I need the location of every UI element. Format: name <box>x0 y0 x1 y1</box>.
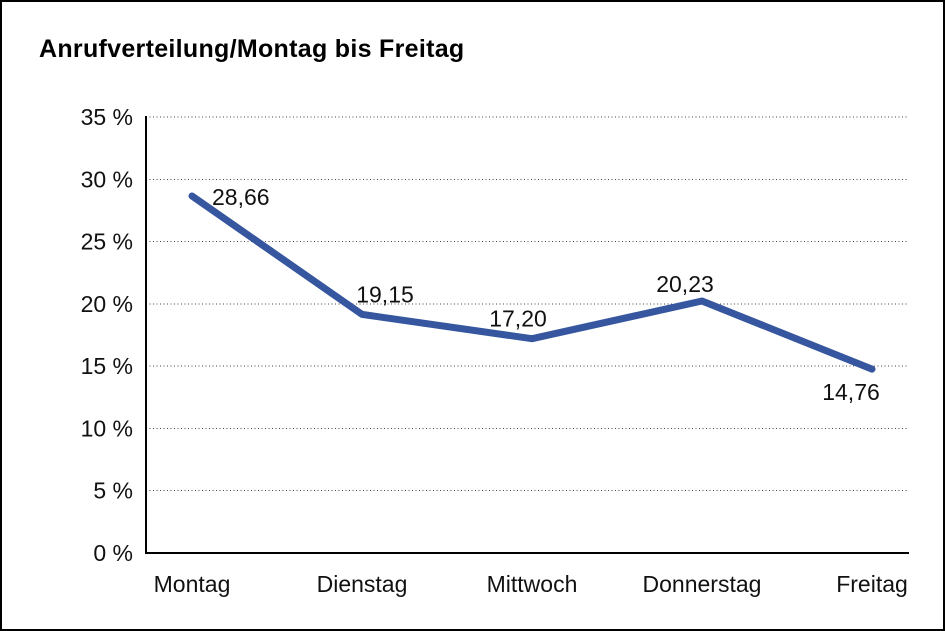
y-tick-label: 15 % <box>81 353 133 379</box>
data-point-label: 28,66 <box>212 184 270 210</box>
y-tick-label: 5 % <box>93 478 133 504</box>
y-tick-label: 30 % <box>81 166 133 192</box>
data-point-label: 17,20 <box>489 306 547 332</box>
data-point-label: 20,23 <box>656 271 714 297</box>
y-tick-label: 10 % <box>81 415 133 441</box>
x-category-label: Mittwoch <box>487 571 578 597</box>
x-category-label: Montag <box>154 571 231 597</box>
data-point-label: 14,76 <box>822 379 880 405</box>
x-category-label: Donnerstag <box>643 571 762 597</box>
data-point-label: 19,15 <box>356 281 414 307</box>
y-tick-label: 20 % <box>81 291 133 317</box>
chart-title: Anrufverteilung/Montag bis Freitag <box>39 35 465 63</box>
data-line <box>188 192 876 373</box>
y-tick-label: 0 % <box>93 540 133 566</box>
y-tick-label: 35 % <box>81 104 133 130</box>
y-tick-label: 25 % <box>81 229 133 255</box>
x-category-label: Freitag <box>836 571 908 597</box>
x-category-label: Dienstag <box>317 571 408 597</box>
